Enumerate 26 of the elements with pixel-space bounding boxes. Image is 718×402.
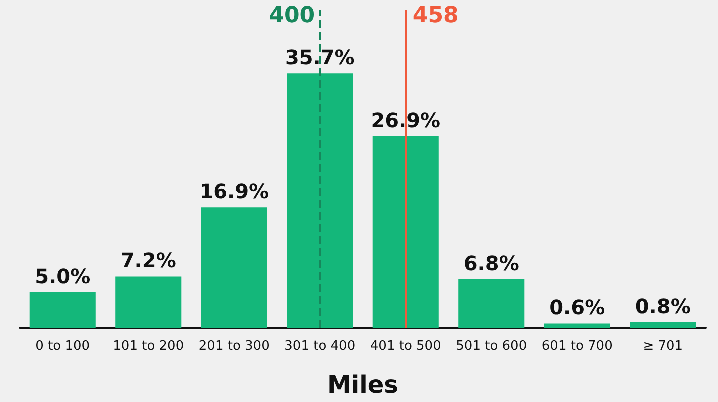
bar (30, 292, 96, 328)
ref-line-label: 458 (412, 4, 459, 28)
bar (630, 322, 696, 328)
x-tick-label: ≥ 701 (643, 339, 684, 354)
bar (372, 136, 439, 328)
data-label: 7.2% (120, 248, 176, 273)
bar (201, 208, 268, 328)
x-tick-label: 601 to 700 (542, 339, 613, 354)
data-label: 16.9% (200, 180, 270, 204)
bar (287, 74, 354, 328)
data-label: 0.6% (550, 296, 606, 320)
data-label: 6.8% (464, 252, 520, 276)
x-tick-label: 401 to 500 (370, 339, 442, 354)
x-tick-label: 0 to 100 (36, 339, 90, 354)
ref-line-label: 400 (269, 4, 316, 28)
bar (116, 276, 182, 328)
x-tick-label: 301 to 400 (284, 339, 356, 354)
x-tick-label: 201 to 300 (198, 339, 270, 354)
data-label: 0.8% (635, 294, 691, 318)
x-tick-label: 101 to 200 (113, 339, 184, 354)
bar (458, 280, 525, 328)
x-tick-label: 501 to 600 (456, 339, 528, 354)
x-axis-title: Miles (328, 371, 398, 399)
data-label: 35.7% (285, 46, 355, 70)
data-label: 5.0% (35, 264, 91, 288)
bar (544, 324, 610, 328)
